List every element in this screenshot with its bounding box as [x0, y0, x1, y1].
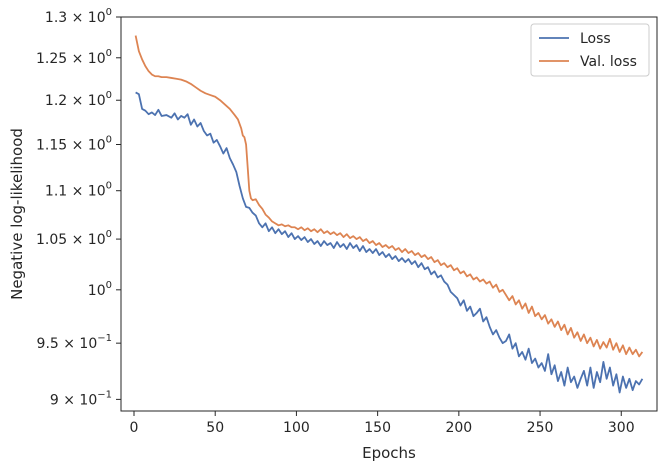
series-layer: [134, 35, 644, 394]
x-tick-label: 150: [364, 420, 391, 436]
x-tick-label: 50: [206, 420, 224, 436]
y-axis-ticks: 9 × 10−1 9.5 × 10−1 100 1.05 × 100 1.1 × 100…: [36, 7, 121, 408]
series-line-loss: [135, 91, 644, 394]
x-axis-label: Epochs: [362, 444, 416, 462]
legend: Loss Val. loss: [530, 23, 650, 77]
plot-area: [120, 16, 658, 412]
y-tick-label: 1.2 × 100: [45, 90, 112, 109]
legend-box: [530, 23, 650, 77]
x-tick-label: 200: [445, 420, 472, 436]
legend-label-loss: Loss: [580, 31, 611, 47]
x-tick-label: 300: [608, 420, 635, 436]
x-axis-ticks: 0 50 100 150 200 250 300: [130, 411, 635, 436]
legend-label-val-loss: Val. loss: [580, 54, 637, 70]
x-tick-label: 100: [283, 420, 310, 436]
y-tick-label: 1.15 × 100: [36, 134, 112, 153]
y-tick-label: 9 × 10−1: [50, 389, 112, 408]
y-axis-label: Negative log-likelihood: [8, 128, 26, 300]
y-tick-label: 1.3 × 100: [45, 7, 112, 26]
y-tick-label: 9.5 × 10−1: [37, 333, 112, 352]
series-line-val-loss: [134, 35, 644, 358]
y-tick-label: 1.25 × 100: [36, 48, 112, 67]
x-tick-label: 250: [527, 420, 554, 436]
x-tick-label: 0: [130, 420, 139, 436]
y-tick-label: 100: [88, 280, 112, 299]
y-tick-label: 1.05 × 100: [36, 229, 112, 248]
axes-frame: [120, 16, 658, 412]
y-tick-label: 1.1 × 100: [45, 181, 112, 200]
